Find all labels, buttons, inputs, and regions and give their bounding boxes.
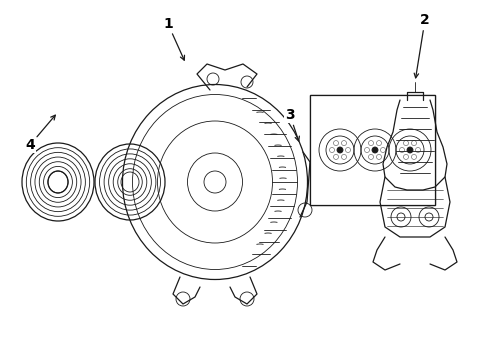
Bar [310, 95, 435, 205]
Ellipse shape [407, 147, 413, 153]
Text: 4: 4 [25, 138, 35, 152]
Text: 3: 3 [285, 108, 295, 122]
Text: 1: 1 [163, 17, 173, 31]
Bar [310, 95, 435, 205]
Ellipse shape [337, 147, 343, 153]
Text: 2: 2 [420, 13, 430, 27]
Ellipse shape [372, 147, 378, 153]
